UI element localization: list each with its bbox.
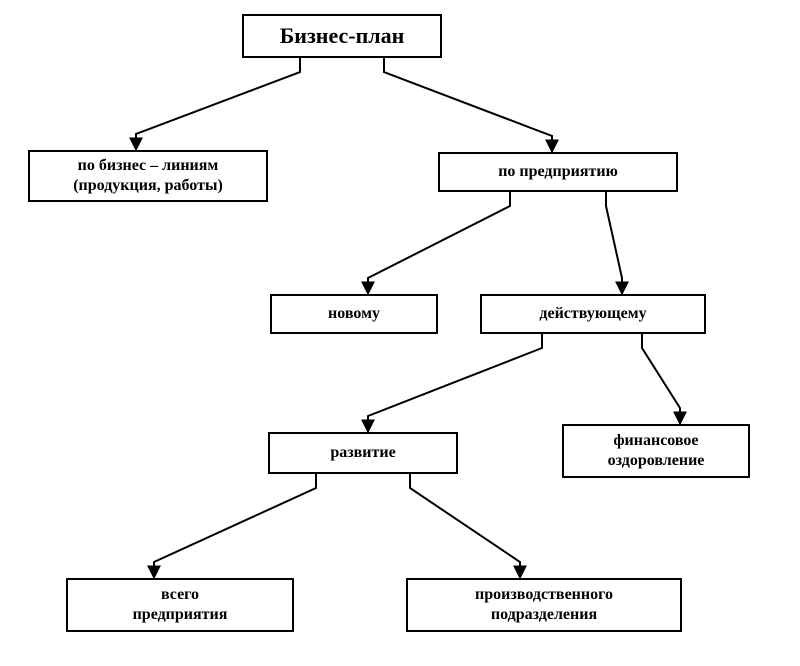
edge-development-to-whole_ent	[154, 474, 316, 578]
node-development-label: развитие	[330, 443, 395, 463]
node-root-label: Бизнес-план	[280, 22, 405, 50]
edge-existing-to-fin_recovery	[642, 334, 680, 424]
node-enterprise-label: по предприятию	[498, 162, 618, 182]
node-whole-enterprise: всегопредприятия	[66, 578, 294, 632]
edge-root-to-biz_lines	[136, 58, 300, 150]
node-biz-lines: по бизнес – линиям(продукция, работы)	[28, 150, 268, 202]
node-fin-recovery-label: финансовоеоздоровление	[608, 431, 705, 471]
node-biz-lines-label: по бизнес – линиям(продукция, работы)	[73, 156, 223, 196]
node-enterprise: по предприятию	[438, 152, 678, 192]
node-new: новому	[270, 294, 438, 334]
node-production-unit: производственногоподразделения	[406, 578, 682, 632]
edge-root-to-enterprise	[384, 58, 552, 152]
node-existing: действующему	[480, 294, 706, 334]
diagram-canvas: Бизнес-план по бизнес – линиям(продукция…	[0, 0, 800, 666]
edge-existing-to-development	[368, 334, 542, 432]
node-development: развитие	[268, 432, 458, 474]
edge-enterprise-to-existing	[606, 192, 622, 294]
edge-enterprise-to-new	[368, 192, 510, 294]
node-whole-enterprise-label: всегопредприятия	[133, 585, 228, 625]
node-new-label: новому	[328, 304, 380, 324]
node-fin-recovery: финансовоеоздоровление	[562, 424, 750, 478]
node-root: Бизнес-план	[242, 14, 442, 58]
node-production-unit-label: производственногоподразделения	[475, 585, 613, 625]
edge-development-to-prod_unit	[410, 474, 520, 578]
node-existing-label: действующему	[539, 304, 646, 324]
